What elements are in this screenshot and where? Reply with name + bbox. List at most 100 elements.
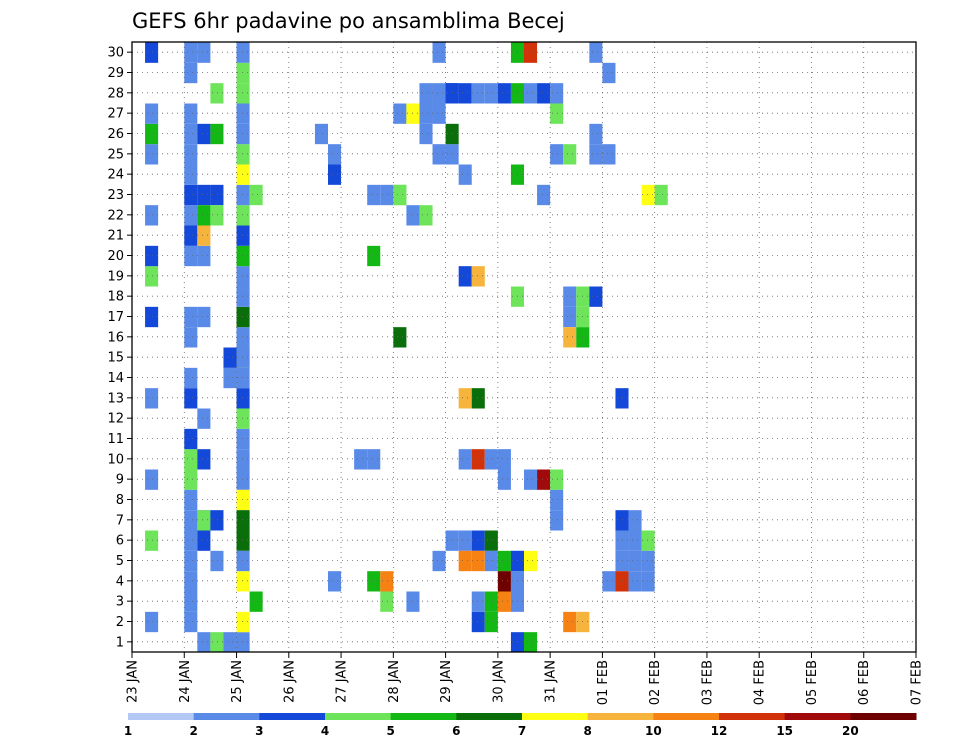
x-tick-label: 31 JAN [544, 660, 559, 703]
precip-cell [145, 388, 159, 409]
precip-cell [628, 510, 642, 531]
precip-cell [497, 550, 511, 572]
colorbar-swatch [587, 713, 654, 720]
colorbar-swatch [193, 713, 260, 720]
y-tick-label: 7 [116, 513, 124, 528]
colorbar-label: 8 [583, 724, 591, 738]
precip-cell [576, 611, 590, 633]
precip-cell [145, 144, 159, 165]
precip-cell [145, 611, 159, 633]
precip-cell [197, 184, 211, 206]
precip-cell [589, 144, 603, 165]
precip-cell [641, 184, 655, 206]
precip-cell [615, 550, 629, 572]
precip-cell [236, 205, 250, 226]
precip-cell [145, 266, 159, 287]
precip-cell [236, 184, 250, 206]
colorbar-swatch [784, 713, 851, 720]
precip-cell [432, 42, 446, 63]
precip-cell [236, 144, 250, 165]
precip-cell [471, 449, 485, 470]
precip-cell [145, 123, 159, 145]
y-tick-label: 8 [116, 493, 124, 508]
precip-cell [576, 327, 590, 348]
precip-cell [210, 550, 224, 572]
precip-cell [236, 510, 250, 531]
precip-cell [236, 550, 250, 572]
precip-cell [484, 449, 498, 470]
precip-cell [458, 449, 472, 470]
precip-cell [236, 225, 250, 246]
colorbar-label: 7 [518, 724, 526, 738]
precip-cell [380, 571, 394, 592]
precip-cell [445, 144, 459, 165]
precip-cell [184, 449, 198, 470]
precip-cell [419, 123, 433, 145]
y-tick-label: 13 [107, 391, 124, 406]
precip-cell [524, 469, 538, 490]
precip-cell [184, 367, 198, 389]
colorbar-swatch [128, 713, 195, 720]
precip-cell [524, 83, 538, 104]
precip-cell [197, 123, 211, 145]
x-tick-label: 28 JAN [387, 660, 402, 703]
precip-cell [432, 550, 446, 572]
precip-cell [484, 550, 498, 572]
precip-cell [210, 632, 224, 652]
x-tick-label: 26 JAN [282, 660, 297, 703]
precip-cell [184, 550, 198, 572]
precip-cell [576, 286, 590, 307]
precip-cell [393, 184, 407, 206]
precip-cell [184, 388, 198, 409]
precip-cell [458, 530, 472, 551]
precip-cell [236, 530, 250, 551]
precip-cell [406, 591, 420, 612]
precip-cell [615, 571, 629, 592]
precip-cell [393, 327, 407, 348]
precip-cell [236, 306, 250, 328]
y-tick-label: 26 [107, 127, 124, 142]
precip-cell [497, 83, 511, 104]
precip-cell [484, 591, 498, 612]
precip-cell [471, 591, 485, 612]
precip-cells [145, 42, 668, 652]
colorbar-swatch [456, 713, 523, 720]
x-tick-label: 25 JAN [230, 660, 245, 703]
x-tick-label: 05 FEB [805, 660, 820, 705]
x-tick-label: 30 JAN [491, 660, 506, 703]
precip-cell [497, 571, 511, 592]
precip-cell [458, 388, 472, 409]
y-tick-label: 2 [116, 615, 124, 630]
x-tick-label: 02 FEB [648, 660, 663, 705]
precip-cell [145, 205, 159, 226]
precip-cell [145, 245, 159, 267]
colorbar-label: 5 [386, 724, 394, 738]
y-tick-label: 27 [107, 107, 124, 122]
precip-cell [445, 83, 459, 104]
precip-cell [184, 571, 198, 592]
precip-cell [380, 184, 394, 206]
colorbar-label: 4 [321, 724, 329, 738]
precip-cell [550, 489, 564, 511]
precip-cell [563, 327, 577, 348]
precip-cell [236, 164, 250, 185]
precip-cell [236, 123, 250, 145]
precip-cell [236, 408, 250, 429]
precip-cell [615, 510, 629, 531]
precip-cell [550, 103, 564, 124]
precip-cell [197, 306, 211, 328]
precip-cell [550, 510, 564, 531]
precip-cell [654, 184, 668, 206]
precip-cell [236, 245, 250, 267]
precip-cell [236, 489, 250, 511]
precip-cell [367, 184, 381, 206]
x-tick-label: 23 JAN [126, 660, 141, 703]
precip-cell [197, 408, 211, 429]
precip-cell [223, 367, 237, 389]
y-tick-label: 14 [107, 371, 124, 386]
precip-cell [419, 83, 433, 104]
precip-cell [210, 205, 224, 226]
precip-cell [236, 42, 250, 63]
precip-cell [184, 611, 198, 633]
y-tick-label: 24 [107, 168, 124, 183]
